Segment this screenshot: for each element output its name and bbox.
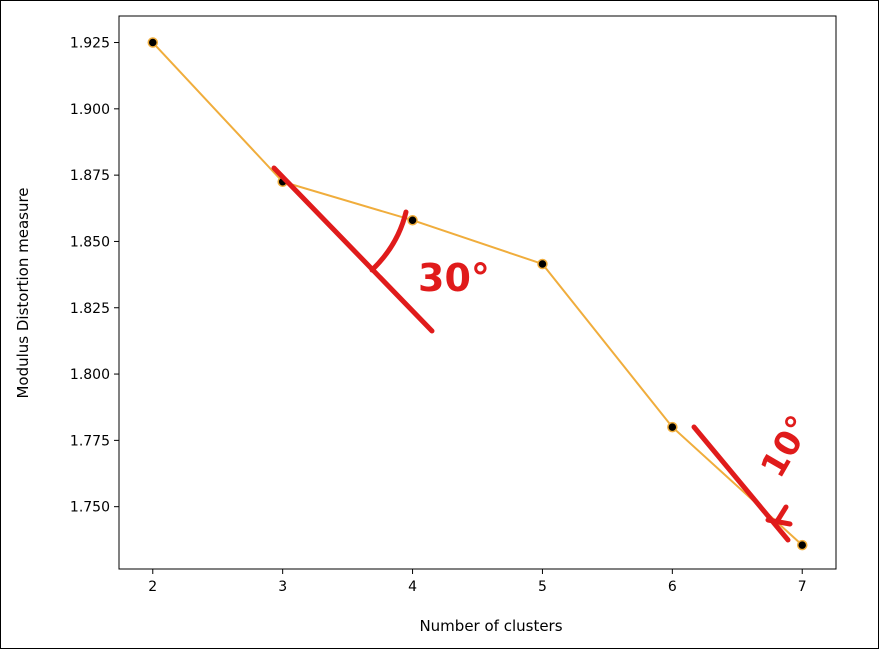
data-point [796, 539, 808, 551]
y-tick-label: 1.925 [70, 36, 110, 52]
axis-ticks: 2 3 4 5 6 7 1.750 1.775 1.800 1.825 1.850 1.875 1.90… [70, 36, 807, 595]
y-tick-label: 1.900 [70, 102, 110, 118]
annotation-30-degree: 30° [271, 165, 490, 334]
y-axis-label: Modulus Distortion measure [14, 187, 32, 398]
y-tick-label: 1.850 [70, 234, 110, 250]
x-tick-label: 2 [148, 579, 157, 595]
data-point [407, 214, 418, 226]
y-tick-label: 1.825 [70, 301, 110, 317]
annotation-label-10: 10° [753, 409, 820, 485]
x-tick-label: 7 [798, 579, 807, 595]
x-tick-label: 6 [668, 579, 677, 595]
annotation-tangent-line-1 [271, 165, 435, 334]
x-axis-label: Number of clusters [419, 617, 562, 635]
annotation-label-30: 30° [418, 256, 490, 300]
y-tick-label: 1.775 [70, 433, 110, 449]
data-point [537, 258, 548, 270]
annotation-10-degree: 10° [691, 409, 820, 543]
x-tick-label: 5 [538, 579, 547, 595]
y-tick-label: 1.750 [70, 500, 110, 516]
annotation-bracket [765, 504, 793, 527]
x-tick-label: 3 [278, 579, 287, 595]
data-point [667, 421, 678, 433]
y-tick-label: 1.800 [70, 367, 110, 383]
y-tick-label: 1.875 [70, 168, 110, 184]
annotation-angle-arc-1 [369, 209, 409, 273]
plot-area [118, 15, 837, 570]
series-line [152, 41, 803, 546]
x-tick-label: 4 [408, 579, 417, 595]
data-point [147, 37, 159, 48]
